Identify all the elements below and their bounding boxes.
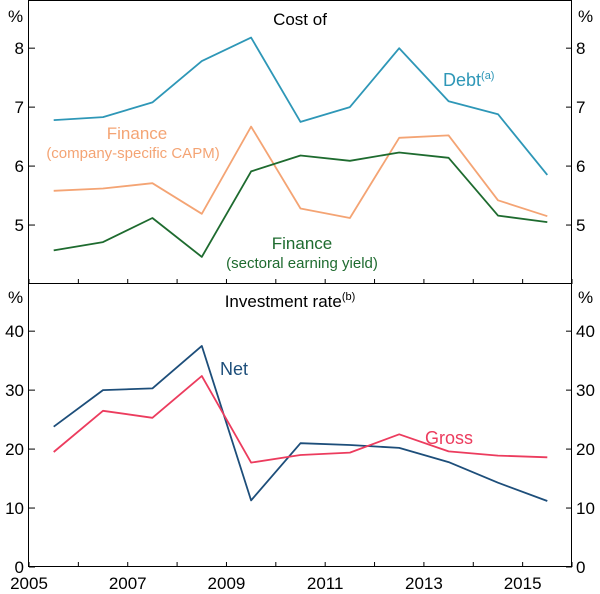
debt-label-text: Debt: [443, 70, 481, 90]
bottom-panel-frame: [28, 283, 572, 567]
sectoral-label-line1: Finance: [272, 234, 332, 253]
series-line-finance-sectoral-earning-yield-: [53, 151, 548, 258]
y-tick-label-left: 8: [15, 39, 24, 58]
series-line-debt: [53, 36, 548, 176]
top-right-unit-label: %: [578, 7, 593, 26]
y-tick-label-right: 30: [576, 381, 595, 400]
debt-series-label: Debt(a): [443, 70, 494, 90]
series-line-finance-company-specific-capm-: [53, 125, 548, 219]
y-tick-label-left: 30: [5, 381, 24, 400]
x-tick-label: 2015: [504, 574, 542, 593]
y-tick-label-left: 7: [15, 98, 24, 117]
capm-label-line1: Finance: [107, 124, 167, 143]
y-tick-label-left: 5: [15, 216, 24, 235]
debt-label-sup: (a): [481, 70, 494, 82]
bottom-panel-title-text: Investment rate: [225, 292, 342, 311]
series-line-net: [53, 344, 548, 502]
capm-label-line2: (company-specific CAPM): [46, 145, 219, 162]
bottom-right-unit-label: %: [578, 288, 593, 307]
x-tick-label: 2009: [208, 574, 246, 593]
y-tick-label-left: 0: [15, 558, 24, 577]
y-tick-label-left: 6: [15, 157, 24, 176]
series-lines-layer: [53, 36, 548, 502]
top-left-unit-label: %: [8, 7, 23, 26]
gross-series-label: Gross: [425, 428, 473, 448]
y-tick-label-left: 20: [5, 440, 24, 459]
y-tick-label-left: 10: [5, 499, 24, 518]
y-tick-label-right: 0: [576, 558, 585, 577]
x-tick-label: 2011: [307, 574, 344, 593]
axis-ticks-layer: 5 5 6 6 7 7 8 8 0 0 10 10 20 20 30 30 40 40 2005 2007 2009 20…: [5, 39, 595, 593]
y-tick-label-right: 7: [576, 98, 585, 117]
y-tick-label-right: 8: [576, 39, 585, 58]
bottom-left-unit-label: %: [8, 288, 23, 307]
sectoral-label-line2: (sectoral earning yield): [226, 255, 378, 272]
y-tick-label-right: 40: [576, 322, 595, 341]
y-tick-label-right: 5: [576, 216, 585, 235]
y-tick-label-left: 40: [5, 322, 24, 341]
y-tick-label-right: 10: [576, 499, 595, 518]
x-tick-label: 2007: [109, 574, 147, 593]
series-line-gross: [53, 375, 548, 464]
x-tick-label: 2013: [405, 574, 443, 593]
x-tick-label: 2005: [10, 574, 48, 593]
y-tick-label-right: 6: [576, 157, 585, 176]
bottom-panel-title: Investment rate(b): [225, 291, 356, 311]
bottom-panel-title-sup: (b): [342, 291, 355, 303]
top-panel-title: Cost of: [273, 10, 327, 29]
y-tick-label-right: 20: [576, 440, 595, 459]
net-series-label: Net: [220, 359, 248, 379]
